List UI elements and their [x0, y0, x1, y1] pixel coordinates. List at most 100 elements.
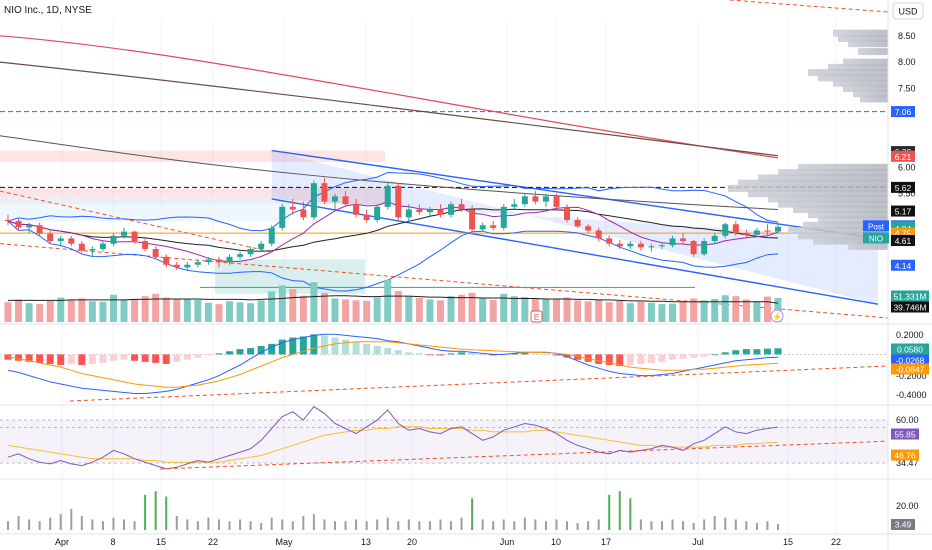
indicator-bar	[534, 519, 537, 530]
candle	[521, 193, 528, 207]
macd-hist-bar	[637, 354, 645, 364]
candle-body	[669, 238, 676, 246]
candle-body	[553, 196, 560, 207]
price-label-bg	[891, 259, 915, 271]
indicator-bar	[703, 519, 706, 530]
price-label: 5.62	[891, 181, 915, 193]
volume-profile-bar	[818, 74, 888, 82]
candle-body	[448, 204, 455, 215]
candle-body	[89, 248, 96, 251]
volume-bar	[458, 294, 466, 322]
rsi-label-text: 55.85	[894, 430, 916, 440]
macd-hist-bar	[162, 354, 170, 364]
candle	[258, 241, 265, 252]
volume-bar	[183, 298, 191, 322]
candle	[131, 230, 138, 244]
indicator-bar	[671, 519, 674, 530]
candle	[331, 193, 338, 210]
indicator-bar	[365, 521, 368, 530]
candle-body	[469, 209, 476, 230]
candle-body	[690, 241, 697, 255]
indicator-bar	[471, 498, 474, 530]
volume-label-bg	[891, 290, 929, 302]
candle-body	[775, 226, 781, 232]
macd-hist-bar	[763, 348, 771, 355]
volume-bar	[510, 296, 518, 322]
macd-label-text: -0.0268	[896, 356, 925, 366]
price-tick: 6.00	[898, 162, 916, 172]
candle-body	[616, 243, 623, 247]
candle	[15, 218, 22, 231]
candle	[342, 191, 349, 207]
volume-label: 39.746M	[891, 301, 929, 313]
volume-bar	[247, 303, 255, 322]
volume-bar	[257, 300, 265, 322]
currency-button[interactable]: USD	[892, 2, 924, 20]
candle	[542, 193, 549, 207]
indicator-bar	[428, 521, 431, 530]
volume-bar	[690, 298, 698, 322]
ticker-tags: Post NIO	[863, 220, 889, 244]
candle	[511, 198, 518, 210]
volume-bar	[46, 300, 54, 322]
macd-hist-bar	[542, 354, 550, 356]
volume-bar	[584, 301, 592, 322]
volume-indicator-pane	[7, 491, 779, 530]
last-pane-label-bg	[891, 519, 915, 530]
rsi-label-bg	[891, 428, 919, 440]
volume-bar	[500, 293, 508, 322]
volume-bar	[626, 303, 634, 322]
candle-body	[247, 248, 254, 255]
flash-marker[interactable]: ⚡	[770, 309, 784, 323]
candle	[775, 222, 781, 234]
indicator-bar	[260, 522, 263, 530]
earnings-letter: E	[534, 313, 539, 322]
candle-body	[743, 233, 750, 235]
indicator-bar	[555, 519, 558, 530]
candle-body	[194, 262, 201, 265]
macd-hist-bar	[679, 354, 687, 359]
candle-body	[331, 196, 338, 202]
volume-bar	[363, 300, 371, 322]
indicator-bar	[660, 521, 663, 530]
candle	[743, 229, 750, 239]
macd-hist-bar	[215, 353, 223, 355]
candle	[553, 193, 560, 210]
earnings-marker[interactable]: E	[530, 310, 543, 323]
macd-hist-bar	[4, 354, 12, 360]
price-tick: 7.50	[898, 83, 916, 93]
symbol-label[interactable]: NIO Inc., 1D, NYSE	[4, 5, 92, 16]
candle	[268, 225, 275, 247]
candle	[669, 235, 676, 248]
volume-profile-bar	[848, 242, 888, 250]
candle-body	[68, 238, 75, 244]
x-tick-label: 17	[601, 537, 611, 547]
macd-hist-bar	[458, 352, 466, 355]
last-pane-tick: 20.00	[896, 501, 919, 511]
candle-body	[637, 243, 644, 248]
macd-hist-bar	[373, 345, 381, 355]
indicator-bar	[481, 519, 484, 530]
macd-hist-bar	[584, 354, 592, 362]
candle-body	[490, 225, 497, 228]
macd-hist-bar	[268, 343, 276, 355]
volume-profile-bar	[808, 69, 888, 77]
volume-bar	[563, 297, 571, 322]
candle-body	[173, 264, 180, 268]
indicator-bar	[49, 517, 52, 530]
indicator-bar	[281, 519, 284, 530]
candle-body	[26, 225, 33, 228]
macd-label: 0.0580	[891, 343, 929, 355]
candle-body	[57, 238, 64, 242]
volume-label-bg	[891, 301, 929, 313]
candle	[585, 224, 592, 234]
candle-body	[680, 238, 687, 242]
indicator-bar	[91, 519, 94, 530]
indicator-bar	[576, 522, 579, 530]
rsi-label-text: 46.76	[894, 451, 916, 461]
candle	[627, 241, 634, 249]
candles[interactable]	[5, 177, 781, 270]
candle-body	[458, 204, 465, 210]
trend-dashed-3	[729, 0, 888, 13]
